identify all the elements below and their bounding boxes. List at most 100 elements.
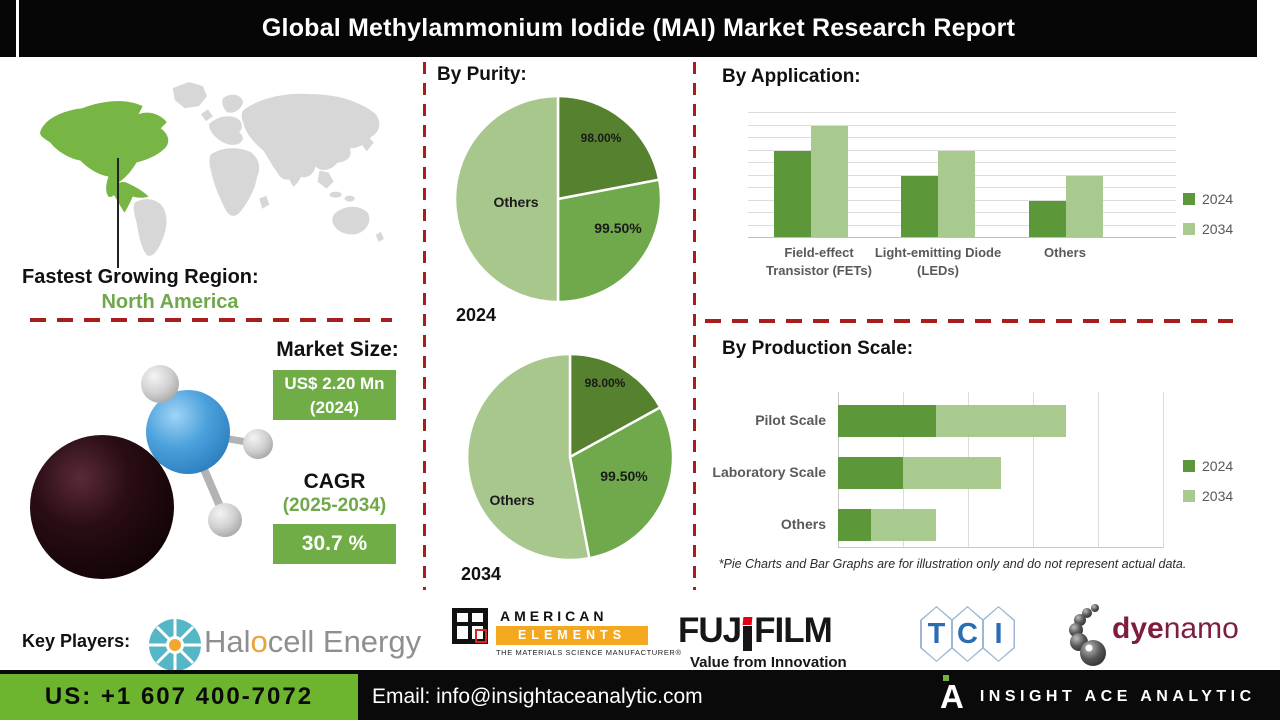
pie-slice-Others xyxy=(453,94,560,304)
bar-2024-1 xyxy=(901,175,938,237)
divider-left-horizontal xyxy=(30,318,392,322)
application-bar-chart xyxy=(748,112,1176,238)
divider-vertical-left xyxy=(423,62,426,590)
cagr-value-box: 30.7 % xyxy=(273,524,396,564)
halocell-text-accent: o xyxy=(250,624,268,659)
halocell-text-post: cell Energy xyxy=(267,624,422,659)
gridline xyxy=(1163,392,1164,548)
fujifilm-i-glyph xyxy=(742,617,753,651)
insight-ace-mark-letter: A xyxy=(940,678,964,715)
hbar-2024-1 xyxy=(838,457,903,489)
fastest-growing-region: North America xyxy=(101,291,239,313)
production-category-1: Laboratory Scale xyxy=(712,464,826,480)
pie-slice-label: 99.50% xyxy=(600,468,648,484)
application-category-2: Others xyxy=(1044,245,1086,260)
bar-2034-0 xyxy=(811,125,848,237)
divider-right-horizontal xyxy=(705,319,1233,323)
application-heading: By Application: xyxy=(722,66,861,87)
tci-letter-t: T xyxy=(927,617,946,650)
legend-swatch-2024 xyxy=(1183,460,1195,472)
cagr-period: (2025-2034) xyxy=(282,495,387,516)
divider-vertical-right xyxy=(693,62,696,590)
world-map xyxy=(40,82,384,256)
legend-swatch-2024 xyxy=(1183,193,1195,205)
fujifilm-text-right: FILM xyxy=(754,611,833,650)
legend-swatch-2034 xyxy=(1183,223,1195,235)
american-elements-line2: ELEMENTS xyxy=(496,626,648,645)
pie-slice-label: 99.50% xyxy=(594,220,642,236)
american-elements-logo: AMERICAN ELEMENTS THE MATERIALS SCIENCE … xyxy=(452,608,682,657)
application-category-1: Light-emitting Diode (LEDs) xyxy=(874,245,1002,279)
cagr-label: CAGR xyxy=(303,470,366,493)
application-category-0: Field-effect Transistor (FETs) xyxy=(766,245,872,279)
bar-2034-1 xyxy=(938,150,975,237)
production-category-0: Pilot Scale xyxy=(755,412,826,428)
header-notch xyxy=(16,0,19,57)
gridline xyxy=(748,149,1176,151)
map-connector-line xyxy=(117,158,119,268)
hydrogen-atom xyxy=(208,503,242,537)
axis-bottom xyxy=(838,547,1163,548)
tci-hexagon: C xyxy=(951,606,984,662)
american-elements-window-icon xyxy=(452,608,488,644)
market-size-year: (2024) xyxy=(309,397,360,417)
gridline xyxy=(1098,392,1099,548)
insight-ace-brand-text: INSIGHT ACE ANALYTIC xyxy=(979,688,1256,705)
hbar-2024-2 xyxy=(838,509,871,541)
nitrogen-atom xyxy=(146,390,230,474)
pie-slice-9950 xyxy=(556,178,663,304)
bar-2024-0 xyxy=(774,150,811,237)
production-legend: 2024 2034 xyxy=(1183,458,1233,518)
gridline xyxy=(748,112,1176,113)
tci-logo: T C I xyxy=(920,606,1015,662)
legend-item-2034: 2034 xyxy=(1183,488,1233,504)
molecule-illustration xyxy=(30,365,273,579)
tci-letter-i: I xyxy=(994,617,1003,650)
halocell-logo-icon xyxy=(149,619,201,671)
hydrogen-atom xyxy=(141,365,179,403)
market-size-value-box: US$ 2.20 Mn (2024) xyxy=(273,370,396,420)
pie-slice-9950 xyxy=(568,406,675,560)
pie-year-2034: 2034 xyxy=(461,564,502,584)
phone-number: US: +1 607 400-7072 xyxy=(0,674,358,720)
production-hbar-chart xyxy=(838,392,1164,548)
bar-2024-2 xyxy=(1029,200,1066,237)
hbar-2034-0 xyxy=(935,405,1066,437)
pie-slice-Others xyxy=(465,352,591,562)
pie-slice-label: Others xyxy=(489,492,535,508)
market-size-heading: Market Size: xyxy=(276,338,399,361)
legend-label-2034: 2034 xyxy=(1202,488,1234,504)
legend-label-2034: 2034 xyxy=(1202,221,1234,237)
legend-swatch-2034 xyxy=(1183,490,1195,502)
pie-slice-label: 98.00% xyxy=(580,131,622,145)
iodine-atom xyxy=(30,435,174,579)
header-bar: Global Methylammonium Iodide (MAI) Marke… xyxy=(0,0,1257,57)
hbar-2024-0 xyxy=(838,405,936,437)
gridline xyxy=(748,137,1176,138)
pie-slice-9800 xyxy=(556,94,661,201)
pie-year-2024: 2024 xyxy=(456,305,497,325)
pie-slice-9800 xyxy=(568,352,662,459)
dyenamo-logo-text: dyenamo xyxy=(1112,612,1239,646)
american-elements-line3: THE MATERIALS SCIENCE MANUFACTURER® xyxy=(496,648,682,657)
dyenamo-text-rest: namo xyxy=(1163,612,1239,645)
purity-pie-2034 xyxy=(465,352,675,562)
hbar-2034-1 xyxy=(903,457,1001,489)
insight-ace-logo: A INSIGHT ACE ANALYTIC xyxy=(940,674,1256,720)
legend-label-2024: 2024 xyxy=(1202,458,1234,474)
application-legend: 2024 2034 xyxy=(1183,191,1233,251)
gridline xyxy=(748,237,1176,238)
production-heading: By Production Scale: xyxy=(722,338,914,359)
dyenamo-logo-icon xyxy=(1069,604,1106,666)
pie-slice-label: 98.00% xyxy=(584,376,626,390)
halocell-text-pre: Hal xyxy=(204,624,251,659)
purity-heading: By Purity: xyxy=(437,64,527,85)
dyenamo-text-bold: dye xyxy=(1112,612,1164,645)
pie-slice-label: Others xyxy=(493,194,539,210)
tci-hexagon: I xyxy=(982,606,1015,662)
hydrogen-atom xyxy=(243,429,273,459)
chart-disclaimer: *Pie Charts and Bar Graphs are for illus… xyxy=(718,557,1187,571)
map-north-america-highlight xyxy=(40,101,169,213)
fujifilm-text-left: FUJ xyxy=(678,611,742,650)
